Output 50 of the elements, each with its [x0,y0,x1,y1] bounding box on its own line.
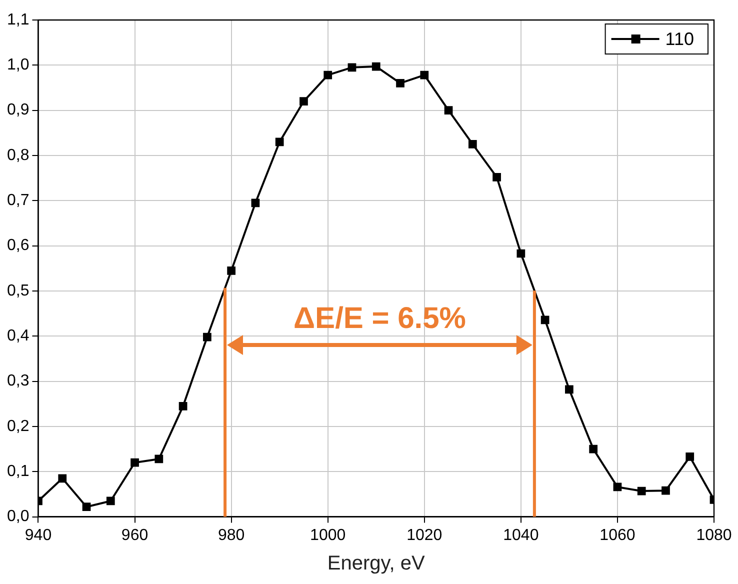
y-tick-label: 0,5 [6,282,30,300]
point [130,458,139,467]
y-tick-label: 0,6 [6,237,30,254]
y-tick-label: 0,9 [6,102,30,119]
x-tick-label: 1080 [696,526,732,544]
point [516,249,526,258]
point [227,266,236,275]
point [420,70,429,80]
x-tick-label: 940 [24,526,52,544]
legend-label: 110 [665,28,694,49]
point [565,385,574,394]
y-tick-label: 0,1 [6,463,30,480]
point [540,316,550,324]
point [300,97,308,106]
point [444,106,453,115]
point [686,452,694,461]
y-tick-label: 0,8 [6,146,30,164]
x-axis-title: Energy, eV [327,552,426,575]
point [106,496,115,506]
point [613,482,622,492]
x-tick-label: 980 [218,526,245,544]
y-tick-label: 0,2 [6,418,30,435]
x-tick-label: 1000 [310,526,346,544]
point [468,140,477,148]
point [372,62,380,71]
point [348,63,356,72]
x-tick-label: 1020 [406,526,442,544]
x-tick-label: 960 [121,526,148,544]
point [58,474,67,483]
y-tick-label: 1,0 [6,56,30,74]
point [251,198,260,208]
y-tick-label: 0,3 [6,372,30,390]
y-tick-label: 0,4 [6,328,30,345]
point [324,70,332,80]
point [82,502,91,512]
point [396,79,404,88]
point [154,454,164,464]
point [492,172,501,182]
point [637,486,646,496]
y-tick-label: 0,7 [6,192,30,210]
y-tick-label: 1,1 [6,11,30,28]
x-tick-label: 1040 [503,526,539,544]
point [275,138,284,146]
x-tick-label: 1060 [600,526,636,544]
point [589,444,598,454]
y-tick-label: 0,0 [6,508,30,526]
point [203,332,212,342]
point [662,486,670,495]
annotation: ΔE/E = 6.5% [293,302,466,336]
point [178,402,188,410]
